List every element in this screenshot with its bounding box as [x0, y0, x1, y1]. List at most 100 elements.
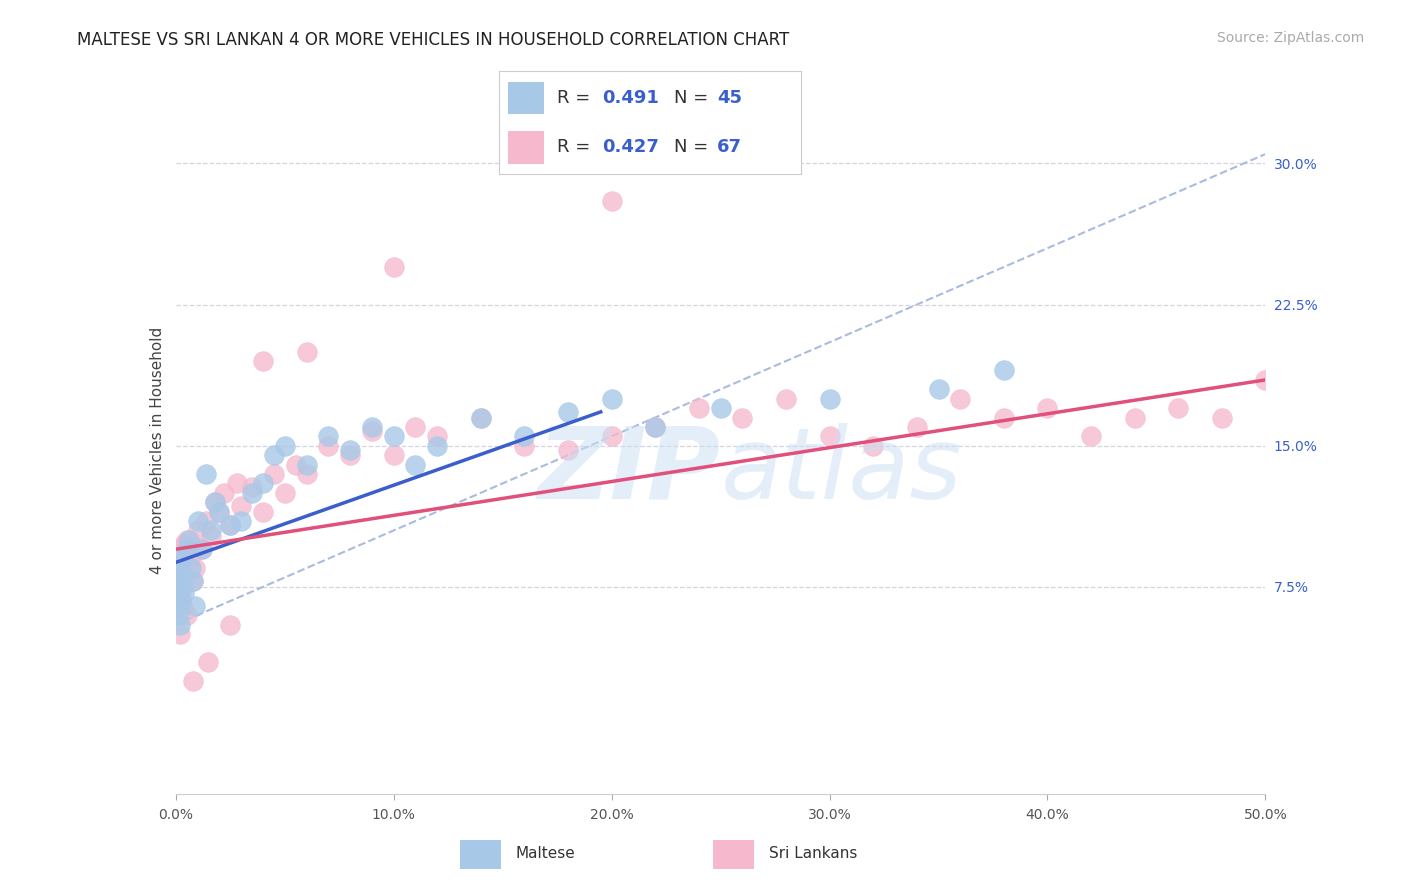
Point	[195, 467, 218, 481]
Text: N =: N =	[675, 89, 714, 107]
Point	[177, 533, 200, 547]
Point	[557, 405, 579, 419]
Point	[318, 439, 340, 453]
Point	[731, 410, 754, 425]
Point	[177, 556, 200, 570]
Point	[710, 401, 733, 416]
Point	[470, 410, 492, 425]
Point	[405, 420, 427, 434]
Point	[176, 542, 198, 557]
Point	[166, 561, 188, 575]
Point	[361, 420, 384, 434]
Point	[600, 194, 623, 208]
Point	[274, 439, 297, 453]
Point	[186, 524, 209, 538]
Point	[600, 429, 623, 443]
Text: R =: R =	[557, 138, 596, 156]
Point	[181, 574, 204, 589]
Point	[818, 429, 841, 443]
Point	[426, 429, 449, 443]
Point	[172, 599, 194, 613]
Point	[208, 505, 231, 519]
Point	[1080, 429, 1102, 443]
Point	[252, 476, 274, 491]
Text: atlas: atlas	[721, 423, 962, 519]
Text: 0.427: 0.427	[602, 138, 659, 156]
Point	[240, 480, 263, 494]
Point	[818, 392, 841, 406]
Text: ZIP: ZIP	[537, 423, 721, 519]
Point	[204, 495, 226, 509]
Point	[167, 599, 190, 613]
Point	[557, 442, 579, 457]
Point	[180, 548, 202, 562]
Point	[167, 589, 190, 603]
Point	[172, 551, 194, 566]
Point	[172, 570, 194, 584]
Point	[600, 392, 623, 406]
Point	[339, 442, 361, 457]
Point	[166, 580, 188, 594]
Point	[775, 392, 797, 406]
Point	[295, 467, 318, 481]
Point	[167, 608, 190, 623]
Point	[993, 363, 1015, 377]
Point	[405, 458, 427, 472]
Point	[173, 585, 195, 599]
Point	[240, 485, 263, 500]
Point	[172, 580, 194, 594]
Point	[181, 673, 204, 688]
Point	[295, 344, 318, 359]
Point	[208, 505, 231, 519]
Point	[186, 514, 209, 528]
Point	[231, 514, 253, 528]
Point	[166, 589, 188, 603]
Point	[169, 627, 191, 641]
Point	[169, 580, 191, 594]
Text: Source: ZipAtlas.com: Source: ZipAtlas.com	[1216, 31, 1364, 45]
Point	[169, 593, 191, 607]
Point	[1167, 401, 1189, 416]
Point	[1123, 410, 1146, 425]
Bar	[460, 840, 501, 869]
Point	[167, 570, 190, 584]
Point	[382, 429, 405, 443]
Point	[470, 410, 492, 425]
Point	[191, 542, 214, 557]
Point	[1254, 373, 1277, 387]
Point	[184, 599, 207, 613]
Point	[212, 485, 235, 500]
Text: Sri Lankans: Sri Lankans	[769, 847, 858, 861]
Point	[176, 533, 198, 547]
Point	[361, 424, 384, 438]
Point	[225, 476, 247, 491]
Text: MALTESE VS SRI LANKAN 4 OR MORE VEHICLES IN HOUSEHOLD CORRELATION CHART: MALTESE VS SRI LANKAN 4 OR MORE VEHICLES…	[77, 31, 790, 49]
Text: R =: R =	[557, 89, 596, 107]
Point	[173, 536, 195, 550]
Text: 67: 67	[717, 138, 742, 156]
Point	[644, 420, 666, 434]
Point	[169, 570, 191, 584]
Point	[263, 448, 285, 462]
Point	[862, 439, 884, 453]
Y-axis label: 4 or more Vehicles in Household: 4 or more Vehicles in Household	[149, 326, 165, 574]
Point	[382, 448, 405, 462]
Point	[169, 617, 191, 632]
Point	[252, 354, 274, 368]
Point	[184, 561, 207, 575]
Point	[219, 617, 242, 632]
Point	[219, 517, 242, 532]
Point	[167, 551, 190, 566]
Bar	[508, 131, 544, 163]
Point	[993, 410, 1015, 425]
Text: N =: N =	[675, 138, 714, 156]
Point	[170, 593, 193, 607]
Text: Maltese: Maltese	[516, 847, 575, 861]
Point	[195, 514, 218, 528]
Point	[928, 382, 950, 396]
Point	[905, 420, 928, 434]
Point	[172, 566, 194, 581]
Point	[284, 458, 307, 472]
Point	[274, 485, 297, 500]
Point	[181, 574, 204, 589]
